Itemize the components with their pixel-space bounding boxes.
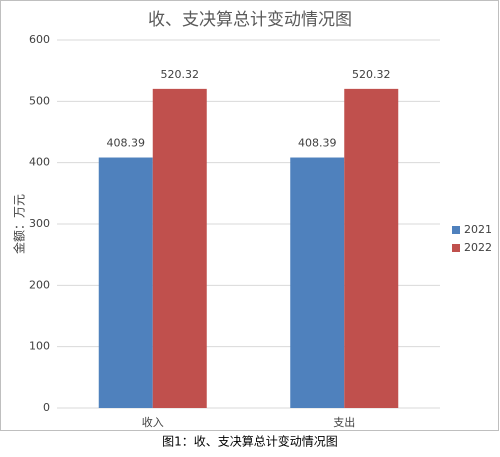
- y-tick-label: 300: [29, 217, 50, 230]
- x-tick-label: 收入: [142, 415, 164, 429]
- legend-label: 2022: [464, 241, 492, 254]
- bar: [290, 157, 345, 408]
- y-tick-label: 100: [29, 340, 50, 353]
- x-tick-label: 支出: [333, 415, 355, 429]
- data-label: 520.32: [352, 68, 391, 81]
- y-tick-label: 500: [29, 94, 50, 107]
- y-tick-label: 400: [29, 156, 50, 169]
- legend-swatch: [452, 226, 460, 234]
- chart-title: 收、支决算总计变动情况图: [148, 10, 352, 30]
- y-tick-label: 600: [29, 33, 50, 46]
- data-label: 408.39: [298, 137, 337, 150]
- caption: 图1：收、支决算总计变动情况图: [162, 434, 338, 449]
- bar: [152, 88, 207, 409]
- bar: [98, 157, 153, 408]
- bar: [344, 88, 399, 409]
- y-tick-label: 0: [43, 401, 50, 414]
- chart-border: [0, 0, 499, 431]
- y-axis-label: 金额：万元: [12, 194, 27, 254]
- y-tick-label: 200: [29, 278, 50, 291]
- data-label: 408.39: [107, 137, 146, 150]
- data-label: 520.32: [161, 68, 200, 81]
- legend-swatch: [452, 244, 460, 252]
- legend-label: 2021: [464, 223, 492, 236]
